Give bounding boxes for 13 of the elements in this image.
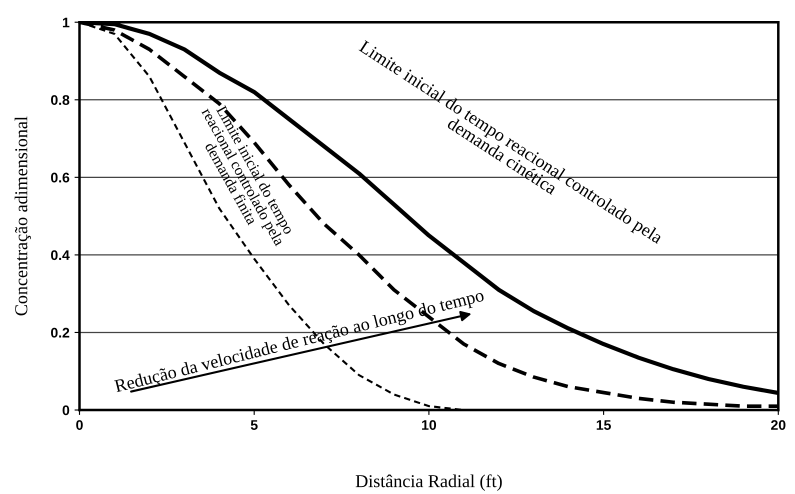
y-tick-label: 0.4 bbox=[51, 250, 70, 260]
y-tick-label: 0.8 bbox=[51, 95, 70, 105]
x-tick-label: 20 bbox=[771, 420, 786, 430]
x-tick-label: 0 bbox=[76, 420, 83, 430]
x-tick-label: 15 bbox=[596, 420, 611, 430]
y-tick-label: 0.6 bbox=[51, 172, 70, 183]
y-tick-label: 0 bbox=[62, 405, 70, 416]
x-axis-title: Distância Radial (ft) bbox=[356, 474, 502, 491]
x-tick-label: 5 bbox=[250, 420, 258, 430]
y-tick-label: 1 bbox=[62, 18, 70, 28]
x-tick-label: 10 bbox=[422, 420, 436, 430]
y-axis-title: Concentração adimensional bbox=[14, 116, 32, 316]
y-tick-label: 0.2 bbox=[51, 328, 70, 338]
